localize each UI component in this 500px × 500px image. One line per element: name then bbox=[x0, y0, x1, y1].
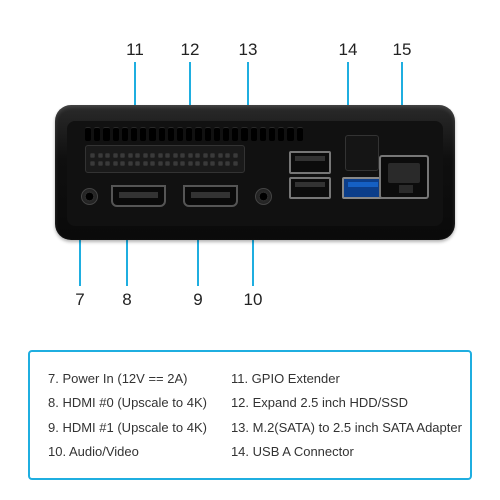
callout-number: 10 bbox=[244, 290, 263, 310]
usb-a-stack bbox=[289, 151, 331, 199]
legend-item: 9. HDMI #1 (Upscale to 4K) bbox=[48, 420, 207, 435]
callout-number: 9 bbox=[193, 290, 202, 310]
legend-item: 7. Power In (12V == 2A) bbox=[48, 371, 207, 386]
callout-number: 8 bbox=[122, 290, 131, 310]
callout-number: 12 bbox=[181, 40, 200, 60]
callout-number: 13 bbox=[239, 40, 258, 60]
ethernet-port bbox=[379, 155, 429, 199]
legend-box: 7. Power In (12V == 2A) 8. HDMI #0 (Upsc… bbox=[28, 350, 472, 480]
hdmi-port-0 bbox=[111, 185, 166, 207]
usb-a-port bbox=[289, 177, 331, 200]
legend-item: 10. Audio/Video bbox=[48, 444, 207, 459]
power-in-jack bbox=[81, 188, 98, 205]
callout-number: 15 bbox=[393, 40, 412, 60]
port-diagram: 11 12 13 14 15 7 8 9 10 bbox=[0, 0, 500, 340]
legend-item: 14. USB A Connector bbox=[231, 444, 462, 459]
legend-item: 8. HDMI #0 (Upscale to 4K) bbox=[48, 395, 207, 410]
legend-item: 11. GPIO Extender bbox=[231, 371, 462, 386]
callout-number: 11 bbox=[126, 40, 144, 60]
gpio-header bbox=[85, 145, 245, 173]
legend-col-left: 7. Power In (12V == 2A) 8. HDMI #0 (Upsc… bbox=[48, 366, 207, 464]
callout-number: 7 bbox=[75, 290, 84, 310]
legend-col-right: 11. GPIO Extender 12. Expand 2.5 inch HD… bbox=[231, 366, 462, 464]
legend-item: 12. Expand 2.5 inch HDD/SSD bbox=[231, 395, 462, 410]
usb-a-port bbox=[289, 151, 331, 174]
device-body bbox=[55, 105, 455, 240]
vent-slots bbox=[85, 127, 303, 141]
legend-item: 13. M.2(SATA) to 2.5 inch SATA Adapter bbox=[231, 420, 462, 435]
device-faceplate bbox=[67, 121, 443, 226]
hdmi-port-1 bbox=[183, 185, 238, 207]
expansion-slot bbox=[345, 135, 379, 171]
callout-number: 14 bbox=[339, 40, 358, 60]
usb3-port bbox=[342, 177, 384, 199]
audio-video-jack bbox=[255, 188, 272, 205]
